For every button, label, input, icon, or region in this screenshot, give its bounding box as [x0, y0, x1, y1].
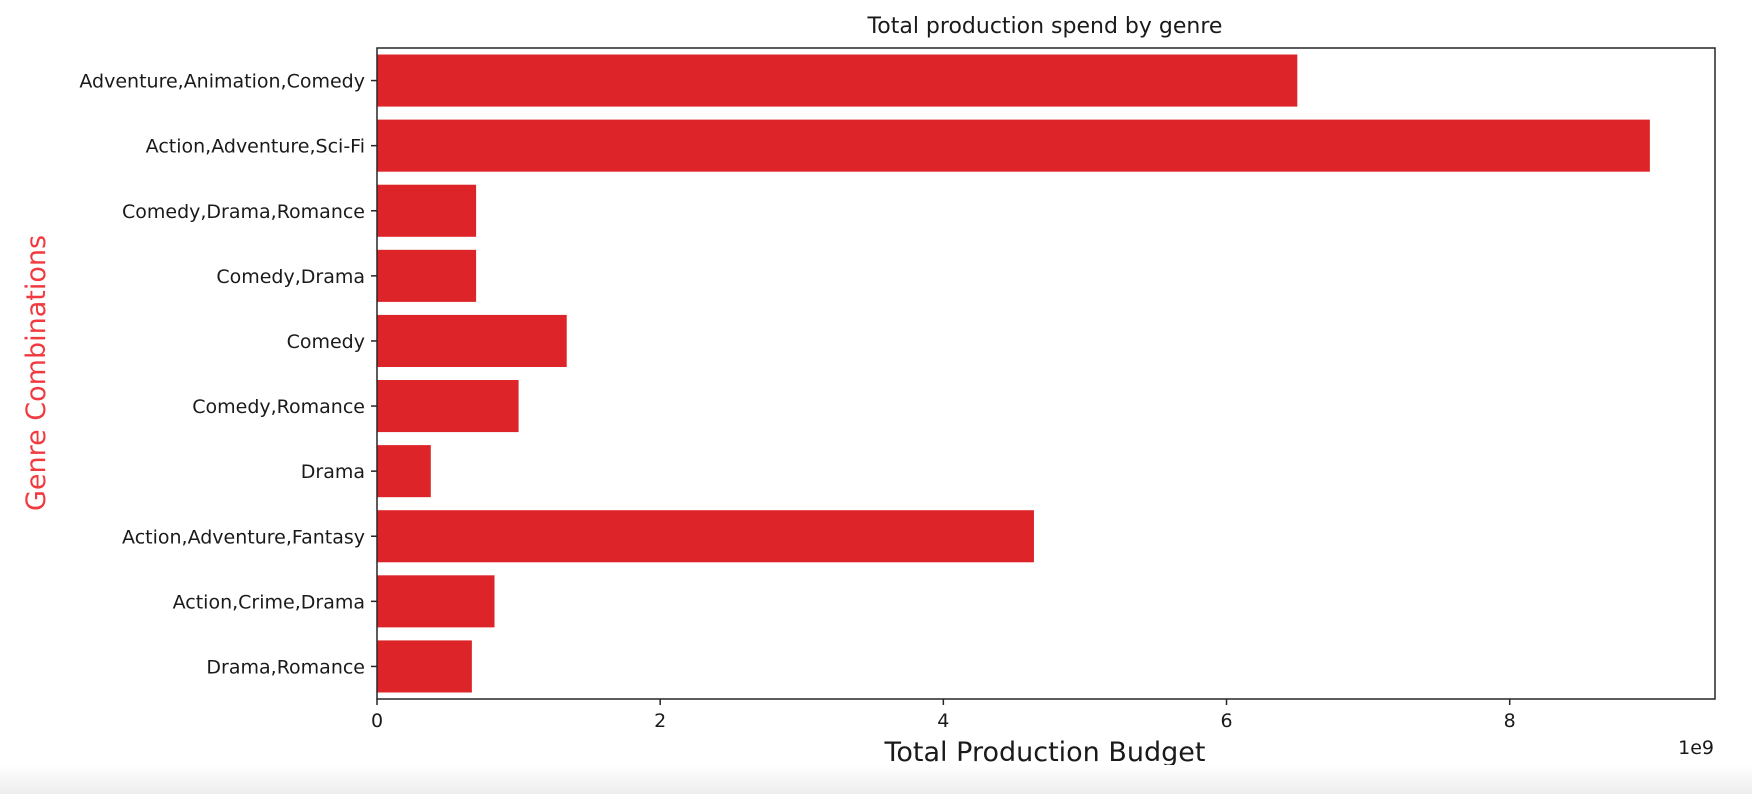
- bar: [377, 54, 1298, 107]
- y-tick-label: Comedy: [287, 331, 365, 353]
- bars-group: [377, 54, 1650, 693]
- bar: [377, 184, 477, 237]
- bar: [377, 640, 472, 693]
- y-tick-label: Adventure,Animation,Comedy: [79, 71, 365, 93]
- bar: [377, 380, 519, 433]
- x-axis-offset-text: 1e9: [1678, 737, 1714, 759]
- x-axis-label: Total Production Budget: [884, 737, 1206, 768]
- bar: [377, 249, 477, 302]
- bar: [377, 119, 1650, 172]
- x-tick-label: 2: [654, 710, 666, 732]
- x-tick-label: 8: [1504, 710, 1516, 732]
- y-axis-ticks: Adventure,Animation,Comedy Action,Adventu…: [79, 71, 377, 678]
- x-tick-label: 4: [937, 710, 949, 732]
- x-axis-ticks: 0 2 4 6 8: [371, 699, 1516, 732]
- bar: [377, 445, 431, 498]
- y-axis-label: Genre Combinations: [21, 235, 52, 511]
- plot-frame: [376, 47, 1716, 700]
- bar: [377, 314, 567, 367]
- y-tick-label: Comedy,Drama: [216, 266, 365, 288]
- y-tick-label: Action,Crime,Drama: [173, 591, 365, 613]
- y-tick-label: Drama,Romance: [206, 656, 365, 678]
- x-tick-label: 0: [371, 710, 383, 732]
- chart-title: Total production spend by genre: [867, 14, 1223, 39]
- x-tick-label: 6: [1220, 710, 1232, 732]
- y-tick-label: Comedy,Drama,Romance: [122, 201, 365, 223]
- y-tick-label: Action,Adventure,Fantasy: [122, 526, 365, 548]
- bottom-shadow: [0, 765, 1752, 794]
- y-tick-label: Drama: [301, 461, 365, 483]
- bar: [377, 575, 495, 628]
- y-tick-label: Comedy,Romance: [192, 396, 365, 418]
- bar: [377, 510, 1034, 563]
- y-tick-label: Action,Adventure,Sci-Fi: [146, 136, 365, 158]
